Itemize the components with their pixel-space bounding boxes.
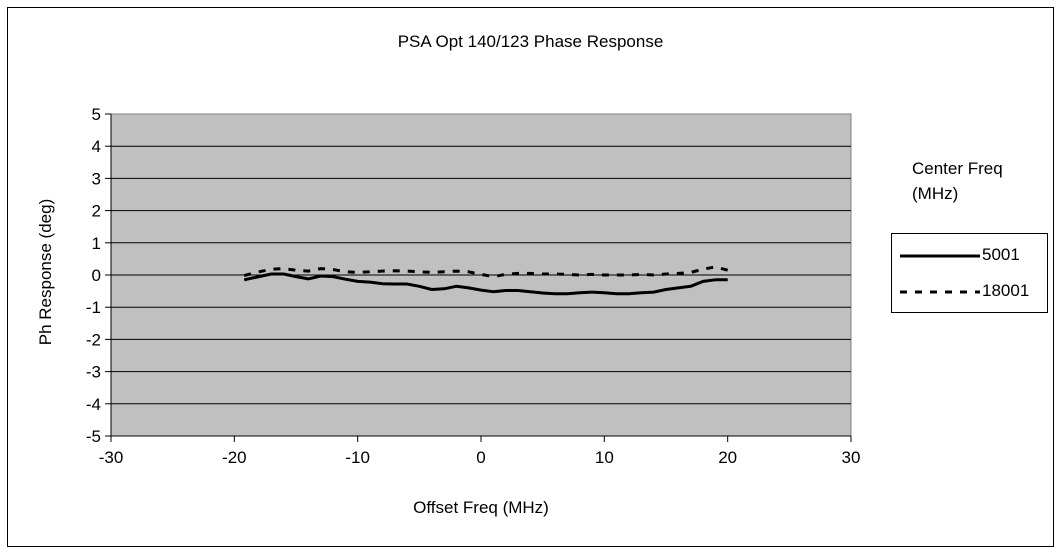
y-tick-label: 5 bbox=[92, 105, 101, 124]
legend: 5001 18001 bbox=[891, 233, 1048, 313]
y-tick-label: -1 bbox=[86, 298, 101, 317]
y-tick-label: -2 bbox=[86, 330, 101, 349]
legend-swatch-solid bbox=[900, 254, 980, 258]
x-tick-label: 20 bbox=[718, 448, 737, 467]
x-tick-label: -10 bbox=[345, 448, 370, 467]
grid-lines bbox=[111, 145, 851, 405]
y-tick-label: -3 bbox=[86, 363, 101, 382]
chart-title: PSA Opt 140/123 Phase Response bbox=[397, 32, 664, 51]
series-line-5001 bbox=[243, 272, 728, 296]
series-lines bbox=[243, 265, 729, 296]
x-tick-label: 30 bbox=[842, 448, 861, 467]
legend-item-5001: 5001 bbox=[892, 242, 1047, 270]
legend-label: 5001 bbox=[982, 245, 1020, 264]
legend-title: Center Freq (MHz) bbox=[912, 159, 1003, 203]
legend-swatch-dashed bbox=[900, 290, 980, 294]
legend-label: 18001 bbox=[982, 281, 1030, 300]
y-tick-label: 4 bbox=[92, 137, 101, 156]
series-line-18001 bbox=[243, 265, 729, 279]
legend-item-18001: 18001 bbox=[892, 278, 1047, 306]
x-axis-label: Offset Freq (MHz) bbox=[413, 498, 549, 517]
x-tick-label: 10 bbox=[595, 448, 614, 467]
x-tick-label: -30 bbox=[99, 448, 124, 467]
y-tick-label: 0 bbox=[92, 266, 101, 285]
x-tick-label: -20 bbox=[222, 448, 247, 467]
y-tick-label: -5 bbox=[86, 427, 101, 446]
x-tick-label: 0 bbox=[476, 448, 485, 467]
y-tick-label: 2 bbox=[92, 202, 101, 221]
y-tick-label: 3 bbox=[92, 169, 101, 188]
y-tick-label: 1 bbox=[92, 234, 101, 253]
y-axis-label: Ph Response (deg) bbox=[36, 198, 55, 346]
y-tick-label: -4 bbox=[86, 395, 101, 414]
